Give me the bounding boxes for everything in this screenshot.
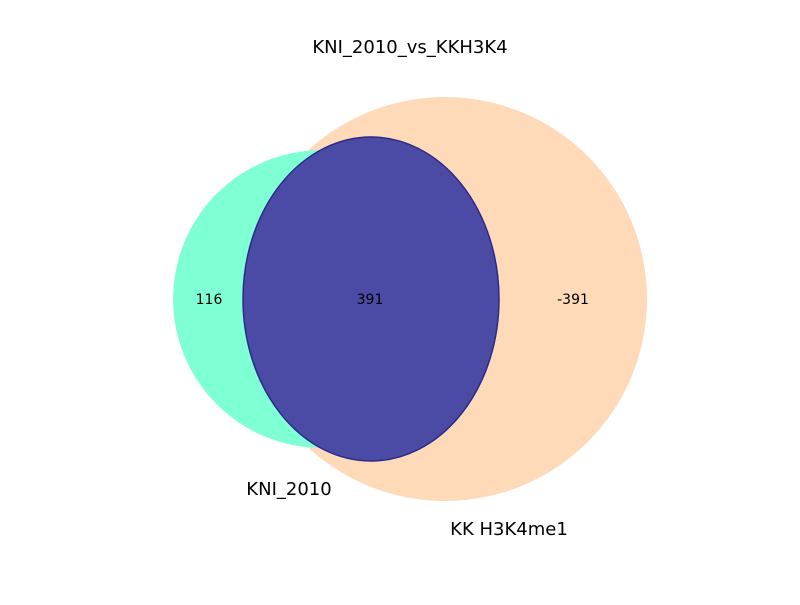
intersection-shape	[242, 136, 500, 462]
intersection-count: 391	[357, 292, 384, 308]
only-b-count: -391	[557, 292, 589, 308]
set-b-label: KK H3K4me1	[450, 519, 568, 540]
diagram-title: KNI_2010_vs_KKH3K4	[312, 37, 507, 58]
set-a-label: KNI_2010	[246, 479, 331, 500]
only-a-count: 116	[196, 292, 223, 308]
